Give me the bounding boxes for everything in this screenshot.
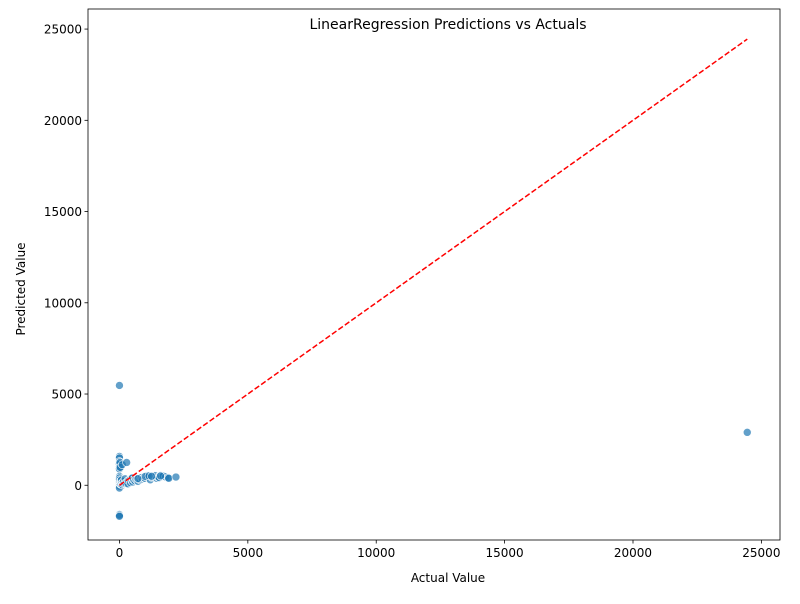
y-tick-label: 15000 xyxy=(44,205,82,219)
data-point xyxy=(115,381,124,390)
y-tick-label: 20000 xyxy=(44,114,82,128)
x-tick-label: 0 xyxy=(116,546,124,560)
axes-frame xyxy=(87,8,781,541)
x-tick-label: 20000 xyxy=(614,546,652,560)
data-points xyxy=(115,381,752,521)
y-tick-label: 10000 xyxy=(44,296,82,310)
data-point xyxy=(164,474,174,483)
chart-title: LinearRegression Predictions vs Actuals xyxy=(309,17,586,33)
data-point xyxy=(122,458,131,467)
plot-area: 0 5000 10000 15000 20000 25000 0 5000 10000 15000… xyxy=(44,8,781,560)
data-point xyxy=(147,472,156,481)
data-point xyxy=(171,472,181,482)
x-axis-label: Actual Value xyxy=(411,571,485,585)
data-point xyxy=(133,474,143,483)
x-tick-label: 15000 xyxy=(486,546,524,560)
y-tick-label: 5000 xyxy=(51,388,82,402)
x-tick-label: 25000 xyxy=(742,546,780,560)
data-point xyxy=(742,428,752,437)
data-point xyxy=(156,471,165,481)
data-point xyxy=(115,511,124,521)
y-tick-label: 25000 xyxy=(44,23,82,37)
y-axis-label: Predicted Value xyxy=(14,242,28,335)
x-tick-label: 5000 xyxy=(233,546,264,560)
reference-line xyxy=(119,38,748,486)
y-tick-label: 0 xyxy=(74,479,82,493)
x-tick-label: 10000 xyxy=(357,546,395,560)
